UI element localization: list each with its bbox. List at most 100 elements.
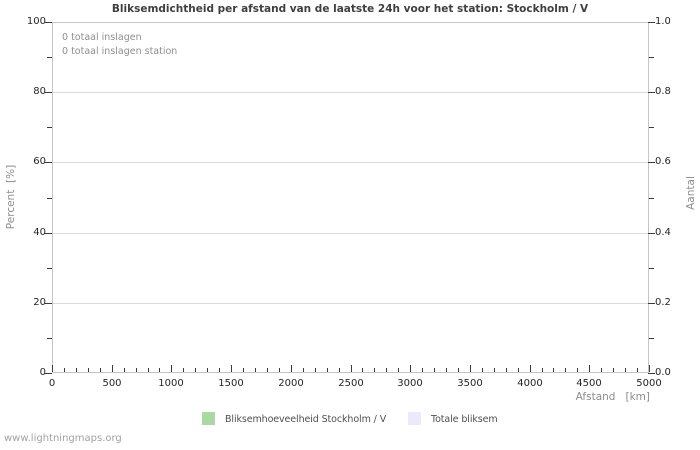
y-axis-minor-tick (47, 198, 52, 199)
x-axis-minor-tick (195, 368, 196, 372)
gridline (53, 232, 648, 234)
x-axis-minor-tick (422, 368, 423, 372)
x-axis-minor-tick (267, 368, 268, 372)
y-axis-tick-label-right: 0.6 (655, 156, 671, 167)
y-axis-minor-tick (47, 57, 52, 58)
gridline (53, 162, 648, 164)
x-axis-tick-label: 500 (102, 378, 122, 389)
x-axis-minor-tick (542, 368, 543, 372)
x-axis-minor-tick (327, 368, 328, 372)
y-axis-tick-label-left: 100 (26, 16, 46, 27)
x-axis-minor-tick (362, 368, 363, 372)
x-axis-minor-tick (613, 368, 614, 372)
y-axis-minor-tick (649, 268, 654, 269)
x-axis-minor-tick (518, 368, 519, 372)
x-axis-major-tick (589, 365, 590, 372)
gridline (53, 92, 648, 94)
x-axis-minor-tick (339, 368, 340, 372)
x-axis-major-tick (112, 365, 113, 372)
x-axis-minor-tick (183, 368, 184, 372)
x-axis-minor-tick (553, 368, 554, 372)
x-axis-minor-tick (374, 368, 375, 372)
y-axis-minor-tick (47, 127, 52, 128)
y-axis-minor-tick (47, 338, 52, 339)
y-axis-major-tick (45, 373, 52, 374)
x-axis-label: Afstand [km] (575, 391, 650, 403)
x-axis-minor-tick (601, 368, 602, 372)
x-axis-major-tick (410, 365, 411, 372)
x-axis-major-tick (291, 365, 292, 372)
x-axis-minor-tick (279, 368, 280, 372)
x-axis-tick-label: 5000 (636, 378, 662, 389)
x-axis-minor-tick (386, 368, 387, 372)
y-axis-minor-tick (649, 127, 654, 128)
x-axis-minor-tick (398, 368, 399, 372)
x-axis-minor-tick (482, 368, 483, 372)
x-axis-major-tick (649, 365, 650, 372)
y-axis-tick-label-right: 0.4 (655, 227, 671, 238)
y-axis-major-tick (45, 22, 52, 23)
x-axis-minor-tick (148, 368, 149, 372)
x-axis-minor-tick (434, 368, 435, 372)
legend-swatch (408, 412, 421, 425)
x-axis-major-tick (231, 365, 232, 372)
x-axis-minor-tick (159, 368, 160, 372)
x-axis-tick-label: 0 (48, 378, 56, 389)
x-axis-minor-tick (76, 368, 77, 372)
plot-area (52, 22, 649, 373)
x-axis-tick-label: 2500 (338, 378, 364, 389)
y-axis-major-tick (648, 373, 655, 374)
x-axis-major-tick (351, 365, 352, 372)
x-axis-minor-tick (315, 368, 316, 372)
y-axis-major-tick (45, 92, 52, 93)
x-axis-minor-tick (243, 368, 244, 372)
y-axis-minor-tick (649, 57, 654, 58)
x-axis-tick-label: 4500 (576, 378, 602, 389)
y-axis-tick-label-left: 40 (33, 227, 46, 238)
x-axis-minor-tick (136, 368, 137, 372)
y-axis-tick-label-right: 0.0 (655, 367, 671, 378)
x-axis-minor-tick (124, 368, 125, 372)
y-axis-label-right: Aantal (685, 176, 697, 210)
y-axis-minor-tick (649, 198, 654, 199)
x-axis-tick-label: 2000 (278, 378, 304, 389)
watermark-text: www.lightningmaps.org (4, 433, 122, 444)
x-axis-major-tick (171, 365, 172, 372)
x-axis-minor-tick (303, 368, 304, 372)
x-axis-minor-tick (100, 368, 101, 372)
x-axis-tick-label: 4000 (517, 378, 543, 389)
y-axis-minor-tick (47, 268, 52, 269)
x-axis-minor-tick (64, 368, 65, 372)
y-axis-tick-label-right: 1.0 (655, 16, 671, 27)
y-axis-tick-label-left: 80 (33, 86, 46, 97)
legend-swatch (202, 412, 215, 425)
x-axis-minor-tick (207, 368, 208, 372)
annotation-total-strikes: 0 totaal inslagen (62, 32, 142, 43)
x-axis-minor-tick (625, 368, 626, 372)
x-axis-minor-tick (255, 368, 256, 372)
x-axis-tick-label: 1500 (218, 378, 244, 389)
x-axis-minor-tick (577, 368, 578, 372)
x-axis-minor-tick (637, 368, 638, 372)
y-axis-major-tick (648, 162, 655, 163)
x-axis-minor-tick (446, 368, 447, 372)
y-axis-major-tick (45, 233, 52, 234)
annotation-total-strikes-station: 0 totaal inslagen station (62, 46, 178, 57)
x-axis-major-tick (530, 365, 531, 372)
y-axis-major-tick (648, 92, 655, 93)
y-axis-major-tick (45, 303, 52, 304)
x-axis-tick-label: 3500 (457, 378, 483, 389)
x-axis-minor-tick (88, 368, 89, 372)
x-axis-major-tick (470, 365, 471, 372)
chart-title: Bliksemdichtheid per afstand van de laat… (111, 3, 589, 15)
y-axis-major-tick (648, 233, 655, 234)
x-axis-minor-tick (565, 368, 566, 372)
y-axis-major-tick (648, 22, 655, 23)
y-axis-tick-label-left: 0 (39, 367, 46, 378)
x-axis-minor-tick (458, 368, 459, 372)
y-axis-major-tick (45, 162, 52, 163)
y-axis-tick-label-left: 20 (33, 297, 46, 308)
legend-label: Bliksemhoeveelheid Stockholm / V (225, 414, 387, 425)
x-axis-minor-tick (506, 368, 507, 372)
